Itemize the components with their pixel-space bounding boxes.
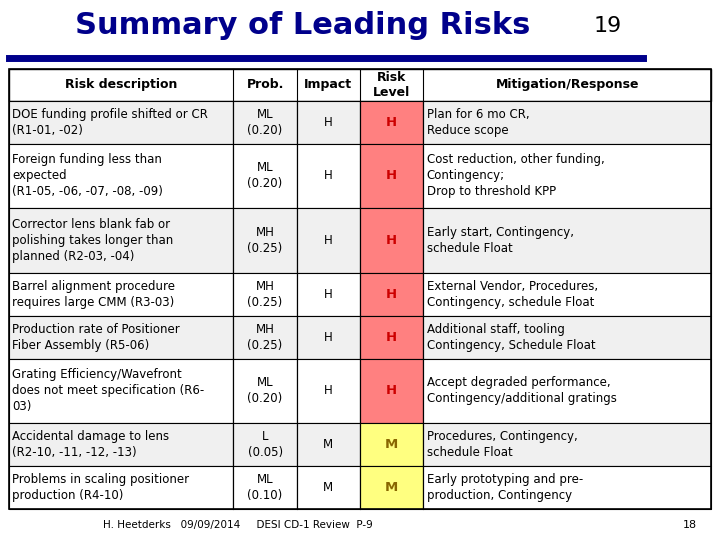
Text: ML
(0.10): ML (0.10) [248, 473, 283, 502]
Bar [423, 144, 711, 208]
Bar [423, 273, 711, 316]
Bar [297, 466, 360, 509]
Bar [360, 316, 423, 359]
Text: Additional staff, tooling
Contingency, Schedule Float: Additional staff, tooling Contingency, S… [427, 323, 595, 352]
Text: Risk
Level: Risk Level [373, 71, 410, 99]
Bar [9, 69, 711, 509]
Text: Risk description: Risk description [65, 78, 177, 91]
Bar [9, 208, 233, 273]
Text: Summary of Leading Risks: Summary of Leading Risks [75, 11, 531, 40]
Bar [297, 273, 360, 316]
Text: M: M [323, 438, 333, 451]
Text: Barrel alignment procedure
requires large CMM (R3-03): Barrel alignment procedure requires larg… [12, 280, 175, 309]
Text: H: H [324, 330, 333, 343]
Text: Corrector lens blank fab or
polishing takes longer than
planned (R2-03, -04): Corrector lens blank fab or polishing ta… [12, 218, 174, 263]
Bar [297, 208, 360, 273]
Bar [9, 273, 233, 316]
Bar [233, 208, 297, 273]
Text: H: H [386, 330, 397, 343]
Text: Procedures, Contingency,
schedule Float: Procedures, Contingency, schedule Float [427, 430, 577, 459]
Bar [297, 101, 360, 144]
Bar [9, 69, 711, 101]
Bar [360, 208, 423, 273]
Text: MH
(0.25): MH (0.25) [248, 226, 283, 255]
Text: Mitigation/Response: Mitigation/Response [495, 78, 639, 91]
Text: 18: 18 [683, 520, 697, 530]
Bar [360, 273, 423, 316]
Bar [9, 423, 233, 466]
Bar [233, 101, 297, 144]
Text: MH
(0.25): MH (0.25) [248, 280, 283, 309]
Bar [423, 208, 711, 273]
Bar [360, 466, 423, 509]
Bar [423, 359, 711, 423]
Text: ML
(0.20): ML (0.20) [248, 161, 283, 191]
Text: M: M [323, 481, 333, 494]
Text: MH
(0.25): MH (0.25) [248, 323, 283, 352]
Text: ML
(0.20): ML (0.20) [248, 108, 283, 137]
Text: 19: 19 [593, 16, 621, 36]
Bar [233, 273, 297, 316]
Bar [297, 423, 360, 466]
Text: H: H [324, 288, 333, 301]
Text: Accept degraded performance,
Contingency/additional gratings: Accept degraded performance, Contingency… [427, 376, 617, 406]
Text: H: H [386, 116, 397, 129]
Bar [9, 316, 233, 359]
Bar [9, 144, 233, 208]
Bar [423, 101, 711, 144]
Bar [9, 101, 233, 144]
Text: Plan for 6 mo CR,
Reduce scope: Plan for 6 mo CR, Reduce scope [427, 108, 529, 137]
Text: H: H [386, 234, 397, 247]
Text: H: H [386, 288, 397, 301]
Text: External Vendor, Procedures,
Contingency, schedule Float: External Vendor, Procedures, Contingency… [427, 280, 598, 309]
Text: Prob.: Prob. [246, 78, 284, 91]
Text: ML
(0.20): ML (0.20) [248, 376, 283, 406]
Text: Grating Efficiency/Wavefront
does not meet specification (R6-
03): Grating Efficiency/Wavefront does not me… [12, 368, 204, 414]
Text: Impact: Impact [305, 78, 352, 91]
Bar [297, 316, 360, 359]
Bar [9, 466, 233, 509]
Text: H: H [386, 384, 397, 397]
Bar [360, 359, 423, 423]
Bar [233, 144, 297, 208]
Text: H: H [324, 170, 333, 183]
Text: H: H [324, 234, 333, 247]
Text: DOE funding profile shifted or CR
(R1-01, -02): DOE funding profile shifted or CR (R1-01… [12, 108, 208, 137]
Text: H: H [386, 170, 397, 183]
Text: Problems in scaling positioner
production (R4-10): Problems in scaling positioner productio… [12, 473, 189, 502]
Text: M: M [385, 438, 398, 451]
Text: Production rate of Positioner
Fiber Assembly (R5-06): Production rate of Positioner Fiber Asse… [12, 323, 180, 352]
Bar [360, 101, 423, 144]
Bar [423, 423, 711, 466]
Text: H. Heetderks   09/09/2014     DESI CD-1 Review  P-9: H. Heetderks 09/09/2014 DESI CD-1 Review… [103, 520, 373, 530]
Bar [423, 466, 711, 509]
Text: H: H [324, 384, 333, 397]
Bar [360, 144, 423, 208]
Text: Early prototyping and pre-
production, Contingency: Early prototyping and pre- production, C… [427, 473, 583, 502]
Text: M: M [385, 481, 398, 494]
Text: Cost reduction, other funding,
Contingency;
Drop to threshold KPP: Cost reduction, other funding, Contingen… [427, 153, 605, 199]
Bar [233, 359, 297, 423]
Bar [233, 423, 297, 466]
Text: H: H [324, 116, 333, 129]
Text: Foreign funding less than
expected
(R1-05, -06, -07, -08, -09): Foreign funding less than expected (R1-0… [12, 153, 163, 199]
Bar [360, 423, 423, 466]
Bar [233, 466, 297, 509]
Bar [297, 359, 360, 423]
Bar [233, 316, 297, 359]
Bar [9, 359, 233, 423]
Text: Early start, Contingency,
schedule Float: Early start, Contingency, schedule Float [427, 226, 574, 255]
Text: L
(0.05): L (0.05) [248, 430, 283, 459]
Text: Accidental damage to lens
(R2-10, -11, -12, -13): Accidental damage to lens (R2-10, -11, -… [12, 430, 169, 459]
Bar [297, 144, 360, 208]
Bar [423, 316, 711, 359]
